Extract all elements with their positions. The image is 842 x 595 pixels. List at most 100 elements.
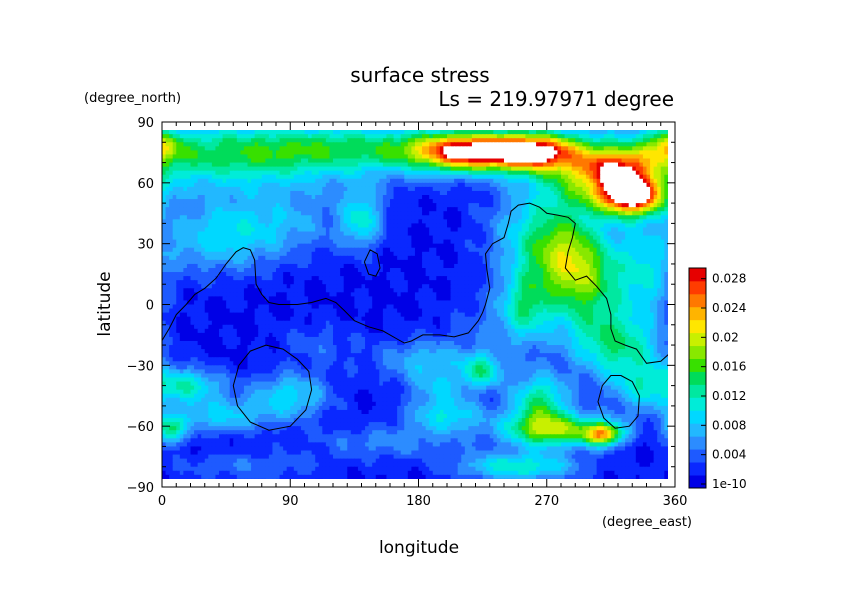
heatmap-cell [243, 243, 249, 249]
heatmap-cell [186, 195, 192, 200]
heatmap-cell [411, 130, 416, 135]
heatmap-cell [422, 138, 427, 143]
heatmap-cell [425, 186, 430, 192]
heatmap-cell [390, 174, 395, 180]
heatmap-cell [500, 150, 505, 156]
heatmap-cell [621, 195, 626, 200]
heatmap-cell [297, 122, 301, 127]
heatmap-cell [254, 215, 259, 220]
heatmap-cell [518, 251, 523, 257]
heatmap-cell [272, 166, 277, 172]
heatmap-cell [283, 203, 288, 208]
heatmap-cell [393, 162, 398, 168]
heatmap-cell [582, 231, 587, 237]
heatmap-cell [443, 130, 448, 135]
heatmap-cell [251, 130, 256, 131]
heatmap-cell [582, 130, 587, 131]
heatmap-cell [639, 243, 644, 249]
heatmap-cell [471, 146, 477, 151]
heatmap-cell [308, 231, 313, 237]
heatmap-cell [486, 239, 491, 245]
heatmap-cell [236, 170, 241, 176]
heatmap-cell [553, 190, 559, 196]
heatmap-cell [589, 170, 594, 176]
heatmap-cell [322, 211, 327, 216]
heatmap-cell [247, 215, 252, 220]
heatmap-cell [325, 243, 331, 249]
heatmap-cell [304, 215, 309, 220]
heatmap-cell [479, 223, 484, 229]
heatmap-cell [664, 223, 668, 229]
heatmap-cell [603, 255, 608, 261]
heatmap-cell [432, 215, 437, 220]
heatmap-cell [539, 195, 544, 200]
heatmap-cell [311, 223, 316, 229]
heatmap-cell [454, 162, 459, 168]
heatmap-cell [596, 235, 601, 241]
heatmap-cell [247, 199, 252, 204]
heatmap-cell [614, 235, 619, 241]
heatmap-cell [440, 122, 444, 127]
heatmap-cell [664, 211, 668, 216]
heatmap-cell [528, 231, 534, 237]
heatmap-cell [226, 166, 231, 172]
heatmap-cell [336, 158, 341, 164]
heatmap-cell [190, 255, 195, 261]
heatmap-cell [286, 199, 291, 204]
heatmap-cell [375, 174, 380, 180]
heatmap-cell [308, 190, 313, 196]
heatmap-cell [411, 199, 416, 204]
heatmap-cell [625, 178, 630, 184]
heatmap-cell [350, 199, 355, 204]
heatmap-cell [407, 142, 412, 147]
heatmap-cell [379, 186, 384, 192]
heatmap-cell [429, 174, 434, 180]
heatmap-cell [279, 182, 284, 188]
heatmap-cell [265, 174, 270, 180]
heatmap-cell [461, 243, 466, 249]
heatmap-cell [208, 227, 213, 233]
heatmap-cell [265, 195, 270, 200]
heatmap-cell [543, 251, 548, 257]
heatmap-cell [400, 215, 405, 220]
heatmap-cell [204, 138, 209, 143]
heatmap-cell [333, 130, 338, 135]
heatmap-cell [333, 243, 338, 249]
heatmap-cell [568, 130, 573, 131]
heatmap-cell [553, 211, 559, 216]
heatmap-cell [407, 162, 412, 168]
heatmap-cell [272, 178, 277, 184]
heatmap-cell [532, 219, 537, 224]
heatmap-cell [657, 134, 662, 139]
heatmap-cell [518, 134, 523, 139]
heatmap-cell [585, 247, 591, 253]
heatmap-cell [532, 235, 537, 241]
heatmap-cell [197, 227, 202, 233]
heatmap-cell [204, 243, 209, 249]
heatmap-cell [390, 134, 395, 139]
heatmap-cell [365, 255, 370, 261]
heatmap-cell [454, 146, 459, 151]
heatmap-cell [553, 186, 559, 192]
heatmap-cell [240, 235, 245, 241]
heatmap-cell [432, 223, 437, 229]
heatmap-cell [596, 138, 601, 143]
heatmap-cell [504, 219, 509, 224]
heatmap-cell [243, 219, 249, 224]
heatmap-cell [165, 166, 170, 172]
heatmap-cell [336, 186, 341, 192]
heatmap-cell [254, 207, 259, 212]
heatmap-cell [268, 235, 274, 241]
heatmap-cell [201, 203, 206, 208]
heatmap-cell [664, 182, 668, 188]
heatmap-cell [571, 150, 576, 156]
heatmap-cell [571, 255, 576, 261]
heatmap-cell [468, 207, 473, 212]
heatmap-cell [368, 219, 373, 224]
heatmap-cell [208, 134, 213, 139]
heatmap-cell [628, 158, 633, 164]
heatmap-cell [201, 223, 206, 229]
heatmap-cell [340, 130, 345, 135]
heatmap-cell [372, 182, 377, 188]
heatmap-cell [243, 227, 249, 233]
